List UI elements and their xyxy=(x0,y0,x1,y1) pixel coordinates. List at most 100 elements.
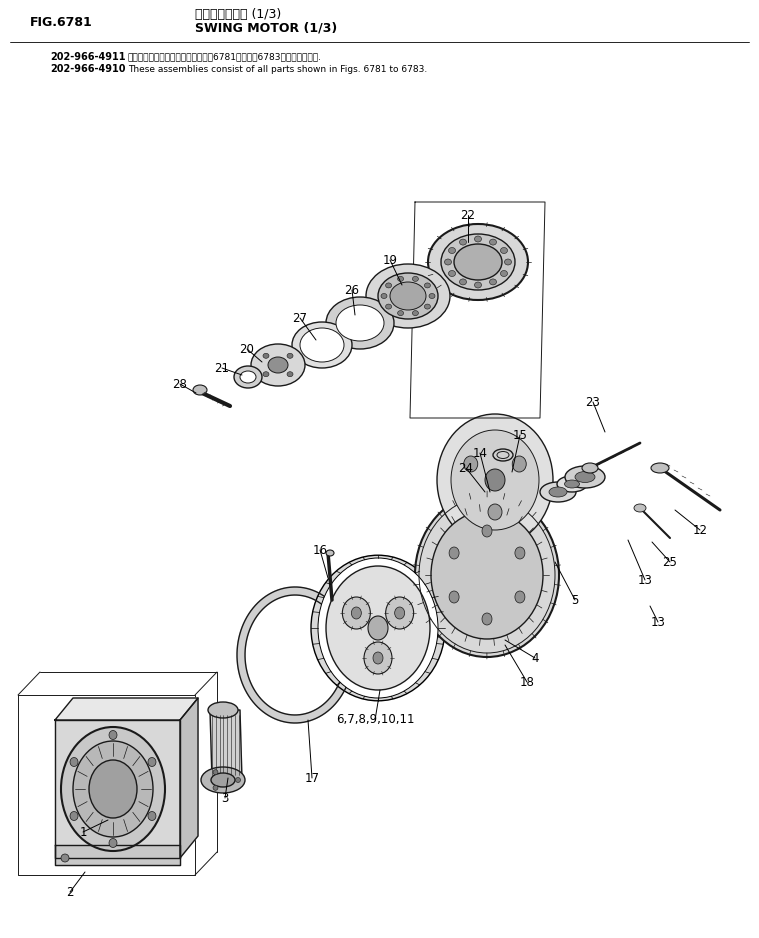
Ellipse shape xyxy=(326,297,394,349)
Text: 17: 17 xyxy=(304,771,320,784)
Polygon shape xyxy=(55,845,180,865)
Ellipse shape xyxy=(451,430,539,530)
Text: 2: 2 xyxy=(66,885,74,899)
Ellipse shape xyxy=(549,487,567,497)
Text: FIG.6781: FIG.6781 xyxy=(30,16,93,28)
Ellipse shape xyxy=(512,456,526,472)
Ellipse shape xyxy=(148,758,156,766)
Ellipse shape xyxy=(474,282,481,288)
Text: 6,7,8,9,10,11: 6,7,8,9,10,11 xyxy=(335,714,414,727)
Ellipse shape xyxy=(515,547,525,559)
Text: 20: 20 xyxy=(240,342,254,356)
Ellipse shape xyxy=(287,371,293,377)
Text: 19: 19 xyxy=(383,253,398,266)
Polygon shape xyxy=(55,698,198,720)
Ellipse shape xyxy=(61,727,165,851)
Text: 12: 12 xyxy=(692,523,707,537)
Text: 18: 18 xyxy=(520,675,534,688)
Text: 21: 21 xyxy=(215,361,229,374)
Ellipse shape xyxy=(386,283,392,288)
Ellipse shape xyxy=(234,366,262,388)
Text: スイングモータ (1/3): スイングモータ (1/3) xyxy=(195,8,282,21)
Ellipse shape xyxy=(351,607,361,619)
Ellipse shape xyxy=(490,239,496,245)
Ellipse shape xyxy=(336,305,384,341)
Ellipse shape xyxy=(201,767,245,793)
Ellipse shape xyxy=(412,310,418,315)
Ellipse shape xyxy=(342,597,370,629)
Ellipse shape xyxy=(437,414,553,546)
Ellipse shape xyxy=(565,466,605,488)
Ellipse shape xyxy=(490,279,496,285)
Ellipse shape xyxy=(287,354,293,358)
Ellipse shape xyxy=(366,264,450,328)
Text: 23: 23 xyxy=(585,396,600,409)
Ellipse shape xyxy=(540,482,576,502)
Ellipse shape xyxy=(109,839,117,848)
Ellipse shape xyxy=(386,597,414,629)
Ellipse shape xyxy=(268,357,288,373)
Ellipse shape xyxy=(373,652,383,664)
Ellipse shape xyxy=(292,322,352,368)
Text: 26: 26 xyxy=(345,283,360,296)
Ellipse shape xyxy=(311,555,445,701)
Text: 1: 1 xyxy=(79,825,87,839)
Ellipse shape xyxy=(488,504,502,520)
Ellipse shape xyxy=(148,811,156,821)
Ellipse shape xyxy=(459,279,467,285)
Ellipse shape xyxy=(390,282,426,310)
Ellipse shape xyxy=(515,591,525,603)
Ellipse shape xyxy=(449,270,455,277)
Ellipse shape xyxy=(482,613,492,625)
Ellipse shape xyxy=(474,236,481,242)
Ellipse shape xyxy=(582,463,598,473)
Text: 202-966-4911: 202-966-4911 xyxy=(50,52,125,62)
Ellipse shape xyxy=(251,344,305,386)
Text: These assemblies consist of all parts shown in Figs. 6781 to 6783.: These assemblies consist of all parts sh… xyxy=(128,65,427,73)
Ellipse shape xyxy=(263,354,269,358)
Ellipse shape xyxy=(445,259,452,265)
Ellipse shape xyxy=(378,273,438,319)
Ellipse shape xyxy=(429,294,435,298)
Text: 28: 28 xyxy=(172,377,187,390)
Text: 24: 24 xyxy=(458,461,474,475)
Polygon shape xyxy=(237,587,349,723)
Ellipse shape xyxy=(208,702,238,718)
Ellipse shape xyxy=(464,456,477,472)
Ellipse shape xyxy=(326,550,334,556)
Ellipse shape xyxy=(381,294,387,298)
Ellipse shape xyxy=(449,547,459,559)
Ellipse shape xyxy=(70,758,78,766)
Ellipse shape xyxy=(412,277,418,281)
Ellipse shape xyxy=(326,566,430,690)
Ellipse shape xyxy=(395,607,405,619)
Ellipse shape xyxy=(424,283,430,288)
Polygon shape xyxy=(18,695,195,875)
Ellipse shape xyxy=(193,385,207,395)
Ellipse shape xyxy=(482,525,492,537)
Text: 13: 13 xyxy=(638,573,653,586)
Text: 25: 25 xyxy=(663,555,678,568)
Ellipse shape xyxy=(454,244,502,280)
Ellipse shape xyxy=(109,731,117,739)
Ellipse shape xyxy=(651,463,669,473)
Text: 27: 27 xyxy=(292,311,307,325)
Ellipse shape xyxy=(398,277,404,281)
Ellipse shape xyxy=(557,476,587,492)
Ellipse shape xyxy=(428,224,528,300)
Ellipse shape xyxy=(235,778,241,782)
Ellipse shape xyxy=(431,511,543,639)
Text: 16: 16 xyxy=(313,543,327,556)
Ellipse shape xyxy=(459,239,467,245)
Ellipse shape xyxy=(70,811,78,821)
Text: 14: 14 xyxy=(473,446,487,460)
Ellipse shape xyxy=(441,234,515,290)
Ellipse shape xyxy=(505,259,512,265)
Ellipse shape xyxy=(61,854,69,862)
Polygon shape xyxy=(210,710,242,780)
Text: 15: 15 xyxy=(512,429,528,442)
Ellipse shape xyxy=(449,248,455,253)
Ellipse shape xyxy=(575,472,595,482)
Ellipse shape xyxy=(485,469,505,491)
Ellipse shape xyxy=(500,248,508,253)
